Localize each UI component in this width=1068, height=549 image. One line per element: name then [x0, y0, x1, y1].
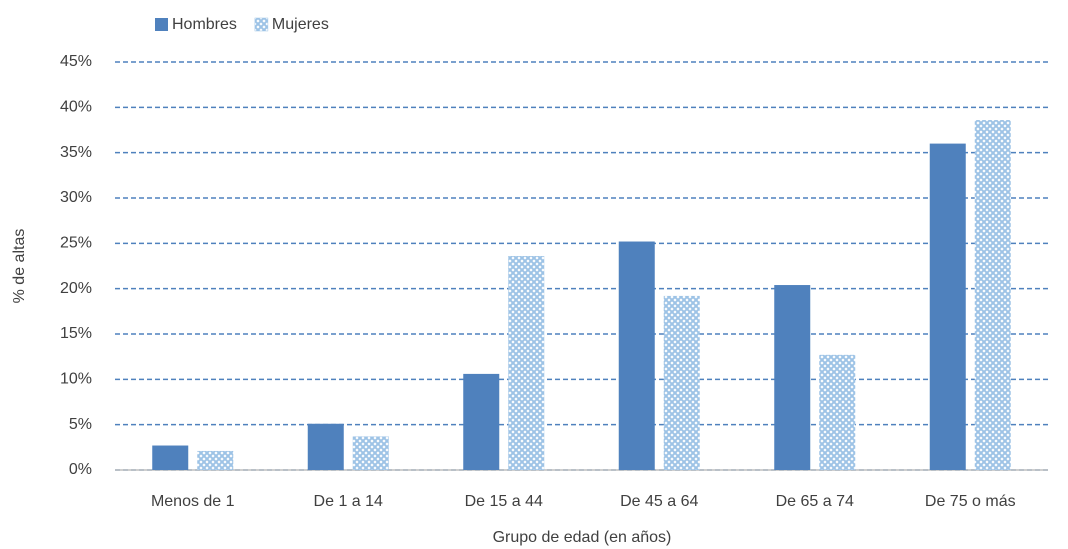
- bar: [463, 373, 500, 470]
- bar: [618, 241, 655, 470]
- legend-label: Mujeres: [272, 16, 329, 33]
- x-axis-title: Grupo de edad (en años): [493, 529, 672, 546]
- y-tick-label: 20%: [60, 280, 92, 297]
- legend-label: Hombres: [172, 16, 237, 33]
- x-tick-label: De 1 a 14: [314, 493, 383, 510]
- bar: [352, 436, 389, 470]
- y-tick-label: 15%: [60, 325, 92, 342]
- bar: [152, 445, 189, 470]
- x-tick-label: De 45 a 64: [620, 493, 698, 510]
- bar: [307, 423, 344, 470]
- legend-swatch: [254, 17, 269, 32]
- y-tick-label: 25%: [60, 235, 92, 252]
- bar: [663, 295, 700, 470]
- y-tick-label: 30%: [60, 189, 92, 206]
- bar: [197, 450, 234, 470]
- bar: [974, 120, 1011, 470]
- x-tick-label: Menos de 1: [151, 493, 235, 510]
- y-tick-label: 45%: [60, 53, 92, 70]
- x-tick-label: De 15 a 44: [465, 493, 543, 510]
- bar: [774, 285, 811, 470]
- y-tick-label: 5%: [69, 416, 92, 433]
- legend-swatch: [155, 18, 168, 31]
- bar: [819, 354, 856, 470]
- x-tick-label: De 75 o más: [925, 493, 1016, 510]
- y-axis-title: % de altas: [11, 229, 28, 304]
- bar: [508, 256, 545, 470]
- bar: [929, 143, 966, 470]
- y-tick-label: 10%: [60, 371, 92, 388]
- y-tick-label: 0%: [69, 461, 92, 478]
- x-tick-label: De 65 a 74: [776, 493, 854, 510]
- y-tick-label: 35%: [60, 144, 92, 161]
- y-tick-label: 40%: [60, 99, 92, 116]
